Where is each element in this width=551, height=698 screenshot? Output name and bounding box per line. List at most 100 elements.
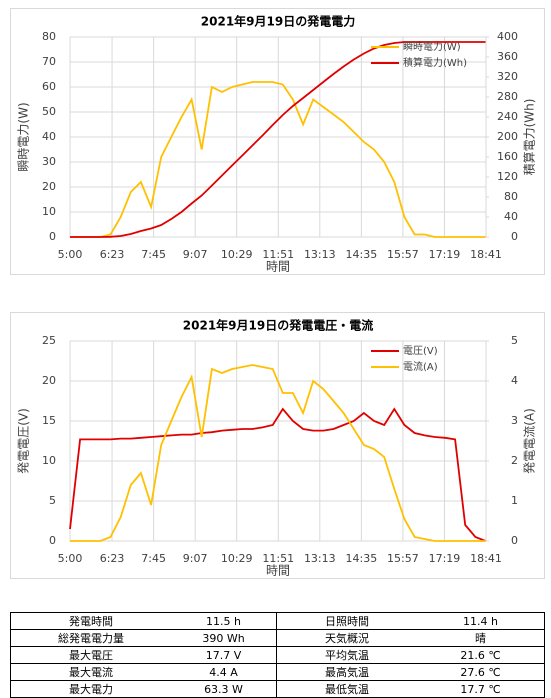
cell-value: 27.6 ℃ <box>417 663 545 681</box>
y-tick-label: 0 <box>49 534 56 547</box>
charts: 2021年9月19日の発電電力0102030405060708004080120… <box>10 8 545 579</box>
cell-value: 晴 <box>417 629 545 647</box>
y-tick-label: 0 <box>49 230 56 243</box>
y-tick-label: 30 <box>42 155 56 168</box>
series-line <box>70 81 486 238</box>
cell-label: 総発電電力量 <box>10 629 171 647</box>
cell-label: 日照時間 <box>276 612 417 630</box>
y2-tick-label: 200 <box>497 130 518 143</box>
y-axis-title: 発電電圧(V) <box>17 408 31 474</box>
y2-tick-label: 280 <box>497 90 518 103</box>
chart-title: 2021年9月19日の発電電圧・電流 <box>183 318 373 333</box>
table-row: 発電時間 11.5 h 日照時間 11.4 h <box>10 612 545 630</box>
x-tick-label: 7:45 <box>141 552 166 565</box>
table-row: 最大電圧 17.7 V 平均気温 21.6 ℃ <box>10 646 545 664</box>
cell-value: 17.7 V <box>171 646 277 664</box>
cell-value: 17.7 ℃ <box>417 680 545 698</box>
y2-tick-label: 240 <box>497 110 518 123</box>
y-tick-label: 10 <box>42 454 56 467</box>
table-row: 最大電流 4.4 A 最高気温 27.6 ℃ <box>10 663 545 681</box>
x-tick-label: 15:57 <box>387 248 419 261</box>
table-row: 最大電力 63.3 W 最低気温 17.7 ℃ <box>10 680 545 698</box>
cell-label: 天気概況 <box>276 629 417 647</box>
chart-frame <box>10 8 545 275</box>
series-line <box>70 364 486 542</box>
y-tick-label: 20 <box>42 374 56 387</box>
y-tick-label: 80 <box>42 30 56 43</box>
legend-label: 電流(A) <box>403 360 438 373</box>
y2-tick-label: 2 <box>511 454 518 467</box>
chart-frame <box>10 312 545 579</box>
y-tick-label: 60 <box>42 80 56 93</box>
y2-tick-label: 0 <box>511 230 518 243</box>
cell-label: 最大電流 <box>10 663 171 681</box>
x-tick-label: 9:07 <box>183 248 208 261</box>
y-tick-label: 15 <box>42 414 56 427</box>
x-tick-label: 11:51 <box>262 248 294 261</box>
table-row: 総発電電力量 390 Wh 天気概況晴 <box>10 629 545 647</box>
cell-value: 11.5 h <box>171 612 277 630</box>
cell-value: 63.3 W <box>171 680 277 698</box>
series-line <box>70 41 486 238</box>
y-tick-label: 25 <box>42 334 56 347</box>
chart-title: 2021年9月19日の発電電力 <box>201 14 355 29</box>
y2-axis-title: 発電電流(A) <box>523 408 537 474</box>
x-tick-label: 18:41 <box>470 552 502 565</box>
y2-tick-label: 40 <box>504 210 518 223</box>
legend-label: 瞬時電力(W) <box>403 40 461 53</box>
y2-tick-label: 5 <box>511 334 518 347</box>
y-axis-title: 瞬時電力(W) <box>17 102 31 171</box>
y-tick-label: 5 <box>49 494 56 507</box>
x-tick-label: 18:41 <box>470 248 502 261</box>
x-tick-label: 7:45 <box>141 248 166 261</box>
summary-table: 発電時間 11.5 h 日照時間 11.4 h 総発電電力量 390 Wh 天気概況晴最大電… <box>10 612 545 698</box>
x-tick-label: 13:13 <box>304 552 336 565</box>
cell-value: 11.4 h <box>417 612 545 630</box>
cell-value: 4.4 A <box>171 663 277 681</box>
y-tick-label: 70 <box>42 55 56 68</box>
x-tick-label: 5:00 <box>58 552 83 565</box>
y2-tick-label: 320 <box>497 70 518 83</box>
cell-label: 最大電圧 <box>10 646 171 664</box>
y2-tick-label: 3 <box>511 414 518 427</box>
x-tick-label: 17:19 <box>429 248 461 261</box>
x-tick-label: 11:51 <box>262 552 294 565</box>
y-tick-label: 40 <box>42 130 56 143</box>
x-axis-title: 時間 <box>266 260 290 274</box>
x-tick-label: 10:29 <box>221 552 253 565</box>
x-tick-label: 14:35 <box>346 248 378 261</box>
x-tick-label: 15:57 <box>387 552 419 565</box>
y2-axis-title: 積算電力(Wh) <box>522 99 537 176</box>
cell-label: 最低気温 <box>276 680 417 698</box>
x-tick-label: 17:19 <box>429 552 461 565</box>
x-tick-label: 14:35 <box>346 552 378 565</box>
x-tick-label: 5:00 <box>58 248 83 261</box>
y2-tick-label: 4 <box>511 374 518 387</box>
y-tick-label: 20 <box>42 180 56 193</box>
y-tick-label: 50 <box>42 105 56 118</box>
y2-tick-label: 160 <box>497 150 518 163</box>
x-tick-label: 6:23 <box>100 552 125 565</box>
y2-tick-label: 0 <box>511 534 518 547</box>
y-tick-label: 10 <box>42 205 56 218</box>
legend-label: 電圧(V) <box>403 345 438 357</box>
y2-tick-label: 1 <box>511 494 518 507</box>
cell-label: 最大電力 <box>10 680 171 698</box>
y2-tick-label: 120 <box>497 170 518 183</box>
cell-label: 発電時間 <box>10 612 171 630</box>
series-line <box>69 407 486 542</box>
y2-tick-label: 360 <box>497 50 518 63</box>
cell-label: 最高気温 <box>276 663 417 681</box>
cell-value: 390 Wh <box>171 629 277 647</box>
x-tick-label: 9:07 <box>183 552 208 565</box>
y2-tick-label: 80 <box>504 190 518 203</box>
cell-value: 21.6 ℃ <box>417 646 545 664</box>
y2-tick-label: 400 <box>497 30 518 43</box>
cell-label: 平均気温 <box>276 646 417 664</box>
x-tick-label: 10:29 <box>221 248 253 261</box>
x-tick-label: 6:23 <box>100 248 125 261</box>
x-tick-label: 13:13 <box>304 248 336 261</box>
legend-label: 積算電力(Wh) <box>403 56 467 69</box>
x-axis-title: 時間 <box>266 564 290 578</box>
